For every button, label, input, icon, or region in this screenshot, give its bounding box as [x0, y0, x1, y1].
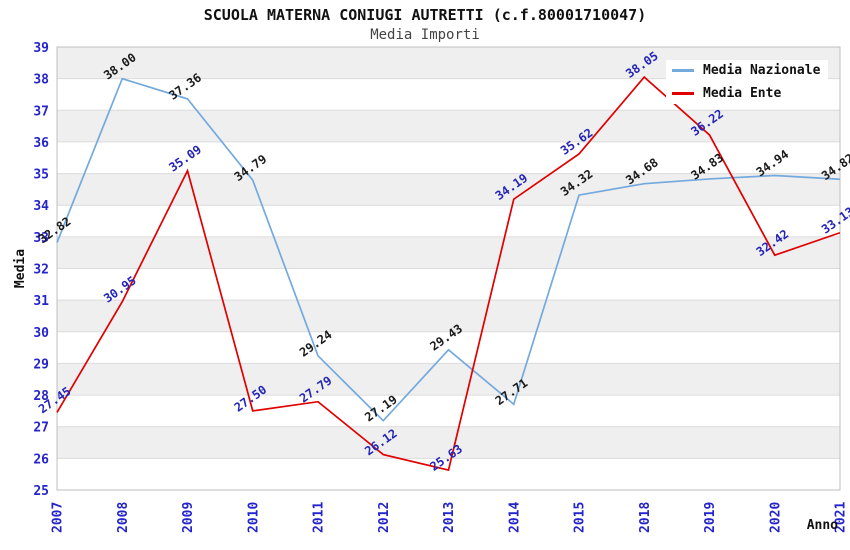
x-tick-label: 2009 [181, 502, 196, 533]
chart-title: SCUOLA MATERNA CONIUGI AUTRETTI (c.f.800… [203, 6, 647, 24]
x-axis-title: Anno [807, 518, 838, 533]
x-tick-label: 2007 [51, 502, 66, 533]
plot-band [57, 363, 840, 396]
x-tick-label: 2020 [768, 502, 783, 533]
x-tick-label: 2012 [377, 502, 392, 533]
legend-label-media-ente: Media Ente [703, 86, 782, 101]
plot-band [57, 236, 840, 269]
x-tick-label: 2018 [638, 502, 653, 533]
plot-band [57, 300, 840, 332]
y-tick-label: 31 [33, 294, 49, 309]
x-tick-label: 2021 [834, 502, 849, 533]
x-tick-label: 2019 [703, 502, 718, 533]
y-tick-label: 32 [33, 263, 49, 278]
y-tick-label: 26 [33, 452, 49, 467]
series-line-media-ente [56, 75, 841, 472]
legend-item-media-nazionale: Media Nazionale [666, 60, 829, 81]
y-tick-label: 36 [33, 136, 49, 151]
chart-subtitle: Media Importi [370, 27, 480, 43]
plot-band [57, 268, 840, 301]
y-tick-label: 35 [33, 168, 49, 183]
plot-band [57, 426, 840, 459]
series-line-media-nazionale [56, 77, 841, 422]
y-tick-label: 38 [33, 73, 49, 88]
y-tick-label: 34 [33, 199, 49, 214]
y-tick-label: 27 [33, 421, 49, 436]
legend: Media Nazionale Media Ente [666, 60, 829, 104]
plot-band [57, 205, 840, 237]
x-tick-label: 2013 [442, 502, 457, 533]
y-tick-label: 33 [33, 231, 49, 246]
y-tick-label: 29 [33, 357, 49, 372]
legend-label-media-nazionale: Media Nazionale [703, 63, 821, 78]
plot-band [57, 331, 840, 364]
legend-swatch-media-ente-icon [672, 92, 694, 95]
x-tick-label: 2015 [573, 502, 588, 533]
plot-band [57, 395, 840, 427]
plot-band [57, 141, 840, 174]
y-tick-label: 39 [33, 41, 49, 56]
legend-swatch-media-nazionale-icon [672, 69, 694, 72]
y-tick-label: 25 [33, 484, 49, 499]
x-tick-label: 2011 [312, 502, 327, 533]
legend-item-media-ente: Media Ente [666, 83, 790, 104]
y-tick-label: 28 [33, 389, 49, 404]
y-tick-label: 30 [33, 326, 49, 341]
plot-band [57, 458, 840, 490]
x-tick-label: 2014 [507, 502, 522, 533]
y-tick-label: 37 [33, 104, 49, 119]
x-tick-label: 2008 [116, 502, 131, 533]
y-axis-title: Media [13, 249, 28, 288]
x-tick-label: 2010 [246, 502, 261, 533]
plot-border [56, 46, 841, 491]
